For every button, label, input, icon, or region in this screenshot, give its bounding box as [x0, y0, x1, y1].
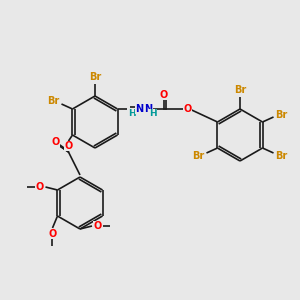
Text: O: O [159, 90, 168, 100]
Text: H: H [128, 109, 135, 118]
Text: O: O [35, 182, 44, 192]
Text: O: O [51, 137, 60, 147]
Text: Br: Br [234, 85, 246, 95]
Text: O: O [48, 229, 57, 239]
Text: H: H [149, 110, 156, 118]
Text: Br: Br [192, 151, 205, 161]
Text: Br: Br [47, 96, 60, 106]
Text: O: O [64, 141, 73, 151]
Text: N: N [136, 104, 144, 114]
Text: Br: Br [275, 151, 288, 161]
Text: N: N [145, 104, 153, 114]
Text: Br: Br [275, 110, 288, 120]
Text: Br: Br [89, 72, 101, 82]
Text: O: O [94, 221, 102, 231]
Text: O: O [183, 104, 192, 114]
